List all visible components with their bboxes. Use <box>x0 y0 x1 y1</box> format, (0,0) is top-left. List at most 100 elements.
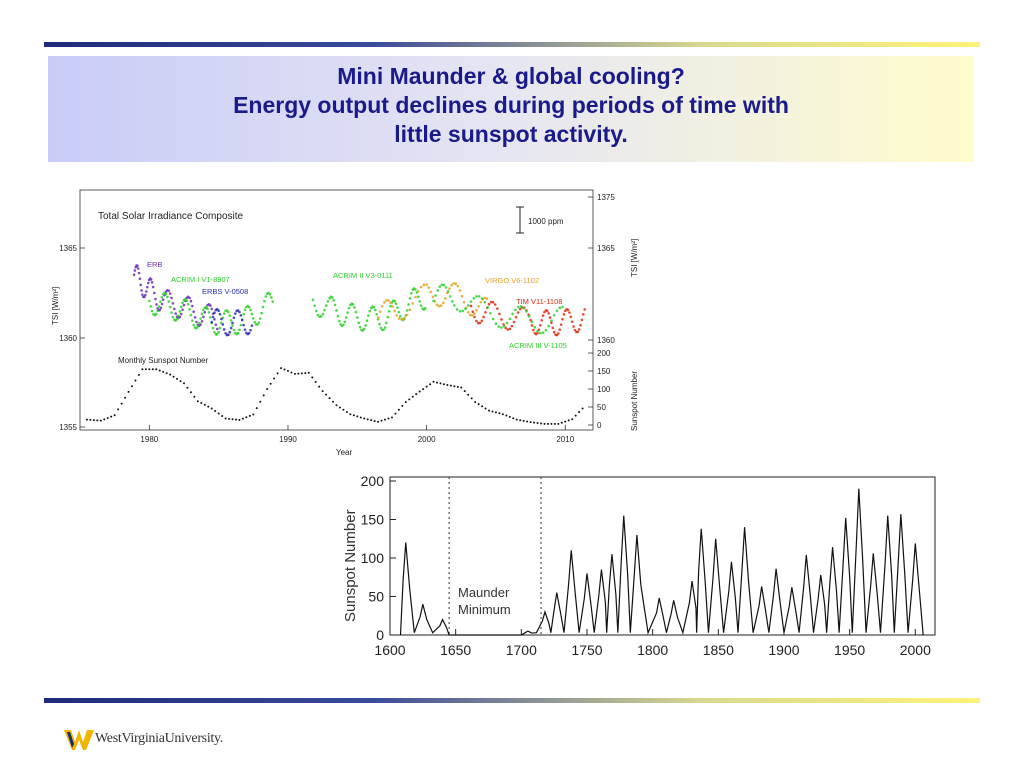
monthly-sunspot-point <box>228 417 231 420</box>
tsi-point-acrim3 <box>508 317 512 321</box>
monthly-sunspot-point <box>415 393 418 396</box>
tsi-point-erbs <box>227 333 230 337</box>
tsi-point-acrim2 <box>364 324 367 327</box>
tsi-point-acrim1 <box>268 292 272 296</box>
tsi-point-acrim2 <box>316 313 320 317</box>
tsi-point-erb <box>193 316 197 319</box>
tsi-point-erbs <box>220 317 223 321</box>
tsi-point-acrim1 <box>199 317 202 320</box>
monthly-sunspot-point <box>494 411 497 414</box>
tsi-point-acrim1 <box>159 300 162 304</box>
tsi-x-tick-label: 2010 <box>556 435 574 444</box>
monthly-sunspot-point <box>89 418 92 421</box>
tsi-point-acrim2 <box>419 304 423 307</box>
monthly-sunspot-point <box>307 371 310 374</box>
tsi-point-acrim3 <box>450 300 454 303</box>
tsi-point-acrim2 <box>319 315 323 318</box>
ss-y-tick-label: 150 <box>361 512 385 528</box>
tsi-point-virgo <box>387 299 390 302</box>
tsi-point-acrim2 <box>365 319 369 323</box>
monthly-sunspot-point <box>304 372 307 375</box>
tsi-point-acrim3 <box>550 319 553 322</box>
monthly-sunspot-point <box>266 388 269 390</box>
ss-x-tick-label: 1650 <box>440 642 471 658</box>
monthly-sunspot-point <box>155 368 158 371</box>
monthly-sunspot-point <box>217 412 220 415</box>
tsi-point-acrim1 <box>227 310 230 314</box>
tsi-point-tim <box>484 311 487 314</box>
monthly-sunspot-point <box>99 419 102 422</box>
monthly-sunspot-point <box>446 384 449 387</box>
tsi-point-tim <box>473 315 476 319</box>
tsi-point-acrim1 <box>264 295 268 298</box>
tsi-point-erb <box>160 302 164 306</box>
monthly-sunspot-point <box>311 376 314 379</box>
tsi-point-virgo <box>468 313 472 317</box>
tsi-point-virgo <box>393 309 397 313</box>
ss-x-tick-label: 2000 <box>900 642 931 658</box>
tsi-point-tim <box>573 328 577 332</box>
tsi-point-acrim2 <box>321 312 325 316</box>
monthly-sunspot-point <box>214 409 217 412</box>
tsi-point-acrim3 <box>525 310 528 313</box>
tsi-point-tim <box>550 321 553 325</box>
monthly-sunspot-point <box>151 368 154 371</box>
monthly-sunspot-point <box>380 419 383 422</box>
monthly-sunspot-point <box>176 377 179 380</box>
monthly-sunspot-point <box>203 403 206 406</box>
tsi-point-virgo <box>448 287 451 290</box>
monthly-sunspot-point <box>273 377 276 380</box>
tsi-point-acrim3 <box>536 330 539 333</box>
tsi-point-tim <box>487 302 491 306</box>
tsi-point-erb <box>215 327 219 331</box>
tsi-point-erb <box>170 296 173 300</box>
tsi-point-virgo <box>408 308 412 312</box>
tsi-point-virgo <box>411 302 415 305</box>
tsi-point-erb <box>144 290 148 293</box>
tsi-point-erb <box>210 307 214 311</box>
monthly-sunspot-point <box>366 418 369 421</box>
tsi-point-erb <box>174 312 177 315</box>
tsi-point-tim <box>569 315 573 319</box>
tsi-point-acrim3 <box>478 295 481 298</box>
tsi-point-acrim2 <box>367 314 370 317</box>
tsi-point-acrim1 <box>188 308 191 311</box>
tsi-point-erbs <box>222 328 226 331</box>
tsi-point-acrim1 <box>213 330 216 334</box>
tsi-point-erbs <box>221 323 225 326</box>
legend-acrim2: ACRIM II V3-0111 <box>333 271 393 280</box>
tsi-point-erb <box>179 312 183 316</box>
tsi-point-erbs <box>229 326 233 330</box>
tsi-point-acrim2 <box>362 327 366 331</box>
tsi-point-tim <box>508 327 512 331</box>
tsi-point-tim <box>532 328 535 332</box>
tsi-point-acrim2 <box>387 309 391 313</box>
monthly-sunspot-point <box>127 390 130 393</box>
tsi-point-acrim1 <box>263 299 266 303</box>
tsi-point-acrim1 <box>160 295 164 299</box>
tsi-point-virgo <box>477 304 480 308</box>
monthly-sunspot-point <box>314 380 317 383</box>
tsi-point-acrim1 <box>253 320 256 324</box>
tsi-point-erb <box>203 310 207 314</box>
tsi-point-acrim3 <box>472 297 476 300</box>
monthly-sunspot-point <box>553 422 556 425</box>
tsi-point-acrim2 <box>368 309 372 313</box>
tsi-point-tim <box>539 323 542 327</box>
tsi-point-tim <box>482 315 485 319</box>
monthly-sunspot-point <box>470 397 473 400</box>
tsi-point-acrim1 <box>252 317 255 320</box>
tsi-point-tim <box>547 312 550 315</box>
monthly-sunspot-point <box>377 420 380 423</box>
maunder-label-line1: Maunder <box>458 585 510 600</box>
monthly-sunspot-point <box>571 418 574 421</box>
sunspot-plot-frame <box>389 476 936 636</box>
tsi-point-tim <box>580 318 584 322</box>
tsi-point-acrim3 <box>438 285 442 288</box>
tsi-point-acrim2 <box>378 322 381 326</box>
monthly-sunspot-point <box>536 422 539 425</box>
tsi-point-erb <box>168 292 172 295</box>
tsi-point-tim <box>516 311 520 314</box>
monthly-sunspot-point <box>162 370 165 373</box>
tsi-point-tim <box>475 319 478 323</box>
